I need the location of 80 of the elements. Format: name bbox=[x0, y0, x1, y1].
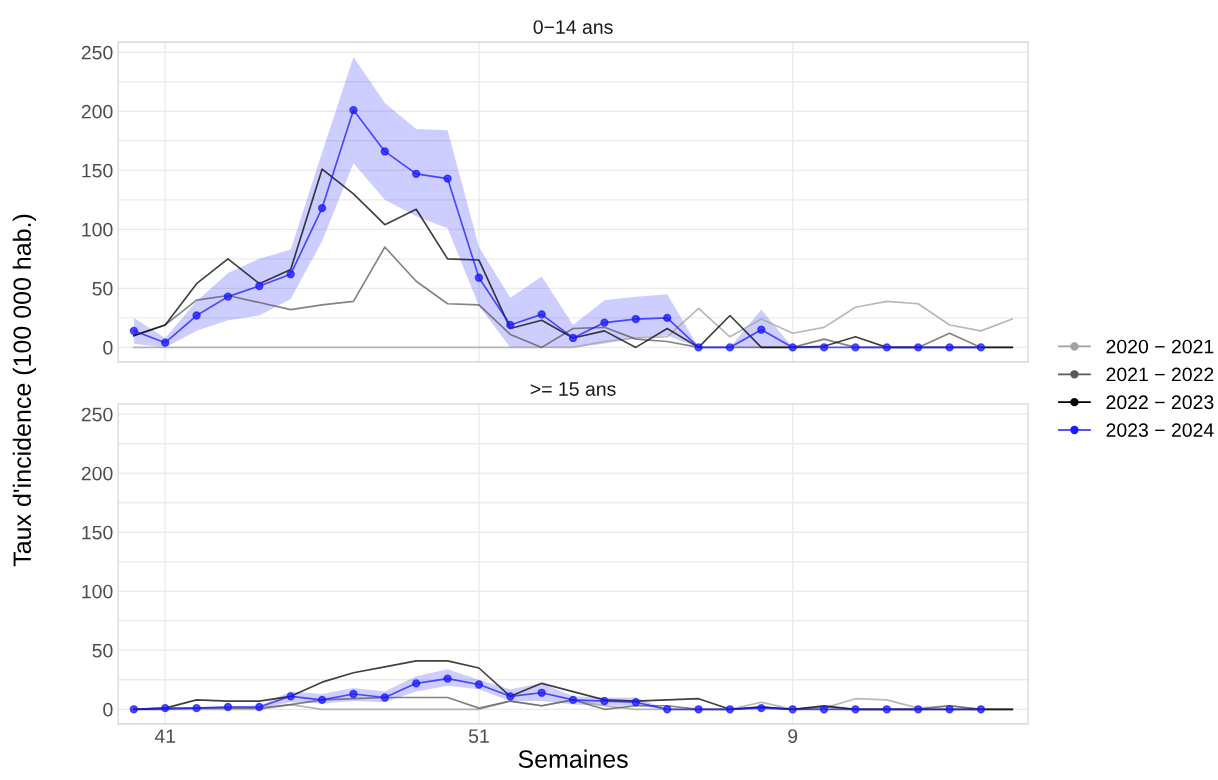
y-tick-label: 50 bbox=[92, 281, 113, 296]
point bbox=[600, 696, 609, 706]
point bbox=[380, 693, 389, 702]
point bbox=[725, 705, 735, 714]
point bbox=[412, 169, 421, 179]
point bbox=[945, 705, 954, 714]
point bbox=[255, 702, 264, 712]
point bbox=[788, 705, 797, 714]
point bbox=[412, 679, 421, 688]
point bbox=[914, 343, 923, 352]
point bbox=[161, 338, 170, 347]
point bbox=[631, 314, 640, 324]
point bbox=[945, 343, 954, 352]
point bbox=[506, 320, 515, 330]
chart-title: 0−14 ans bbox=[533, 20, 613, 34]
legend-label: 2020 − 2021 bbox=[1106, 339, 1214, 354]
point bbox=[914, 705, 923, 714]
legend-label: 2022 − 2023 bbox=[1106, 395, 1214, 410]
point bbox=[317, 695, 327, 705]
y-tick-label: 0 bbox=[103, 340, 113, 355]
y-tick-label: 250 bbox=[81, 407, 113, 422]
y-axis-title: Taux d'incidence (100 000 hab.) bbox=[12, 214, 36, 567]
y-tick-label: 250 bbox=[81, 45, 113, 60]
line-series bbox=[132, 300, 1014, 349]
point bbox=[757, 703, 766, 713]
point bbox=[725, 343, 735, 352]
point bbox=[192, 703, 201, 713]
x-axis-title: Semaines bbox=[518, 749, 628, 768]
chart-title: >= 15 ans bbox=[530, 382, 616, 396]
point bbox=[568, 333, 578, 343]
y-tick-label: 150 bbox=[82, 163, 113, 178]
point bbox=[443, 674, 452, 683]
y-tick-label: 100 bbox=[82, 222, 113, 237]
x-tick-label: 51 bbox=[468, 729, 489, 743]
point bbox=[286, 692, 295, 701]
point bbox=[223, 702, 233, 712]
y-tick-label: 100 bbox=[82, 584, 113, 599]
point bbox=[600, 318, 609, 327]
point bbox=[223, 292, 233, 301]
point bbox=[694, 705, 703, 714]
point bbox=[663, 705, 672, 714]
point bbox=[882, 705, 891, 714]
legend-label: 2021 − 2022 bbox=[1106, 367, 1214, 382]
point bbox=[757, 325, 766, 334]
point bbox=[631, 698, 640, 707]
point bbox=[129, 326, 139, 336]
point bbox=[537, 688, 546, 697]
point bbox=[568, 695, 578, 705]
point bbox=[882, 343, 891, 352]
point bbox=[474, 680, 484, 689]
y-tick-label: 0 bbox=[103, 702, 113, 717]
y-tick-label: 200 bbox=[81, 104, 113, 119]
point bbox=[976, 705, 986, 714]
point bbox=[317, 203, 327, 213]
point bbox=[349, 105, 358, 115]
x-tick-label: 9 bbox=[788, 729, 798, 743]
y-tick-label: 50 bbox=[92, 643, 113, 658]
point bbox=[851, 343, 860, 352]
point bbox=[161, 703, 170, 713]
point bbox=[537, 310, 546, 319]
point bbox=[506, 692, 515, 701]
point bbox=[819, 705, 829, 714]
y-tick-label: 200 bbox=[81, 466, 113, 481]
point bbox=[819, 343, 829, 352]
y-tick-label: 150 bbox=[82, 525, 113, 540]
point bbox=[851, 705, 860, 714]
point bbox=[788, 343, 797, 352]
point bbox=[976, 343, 986, 352]
point bbox=[663, 313, 672, 323]
point bbox=[129, 705, 139, 714]
point bbox=[443, 174, 452, 183]
point bbox=[380, 147, 389, 156]
point bbox=[694, 343, 703, 352]
point bbox=[286, 270, 295, 279]
x-tick-label: 41 bbox=[154, 729, 176, 743]
legend-label: 2023 − 2024 bbox=[1106, 423, 1214, 437]
point bbox=[349, 689, 358, 699]
point bbox=[474, 273, 484, 282]
point bbox=[255, 281, 264, 291]
point bbox=[192, 311, 201, 320]
